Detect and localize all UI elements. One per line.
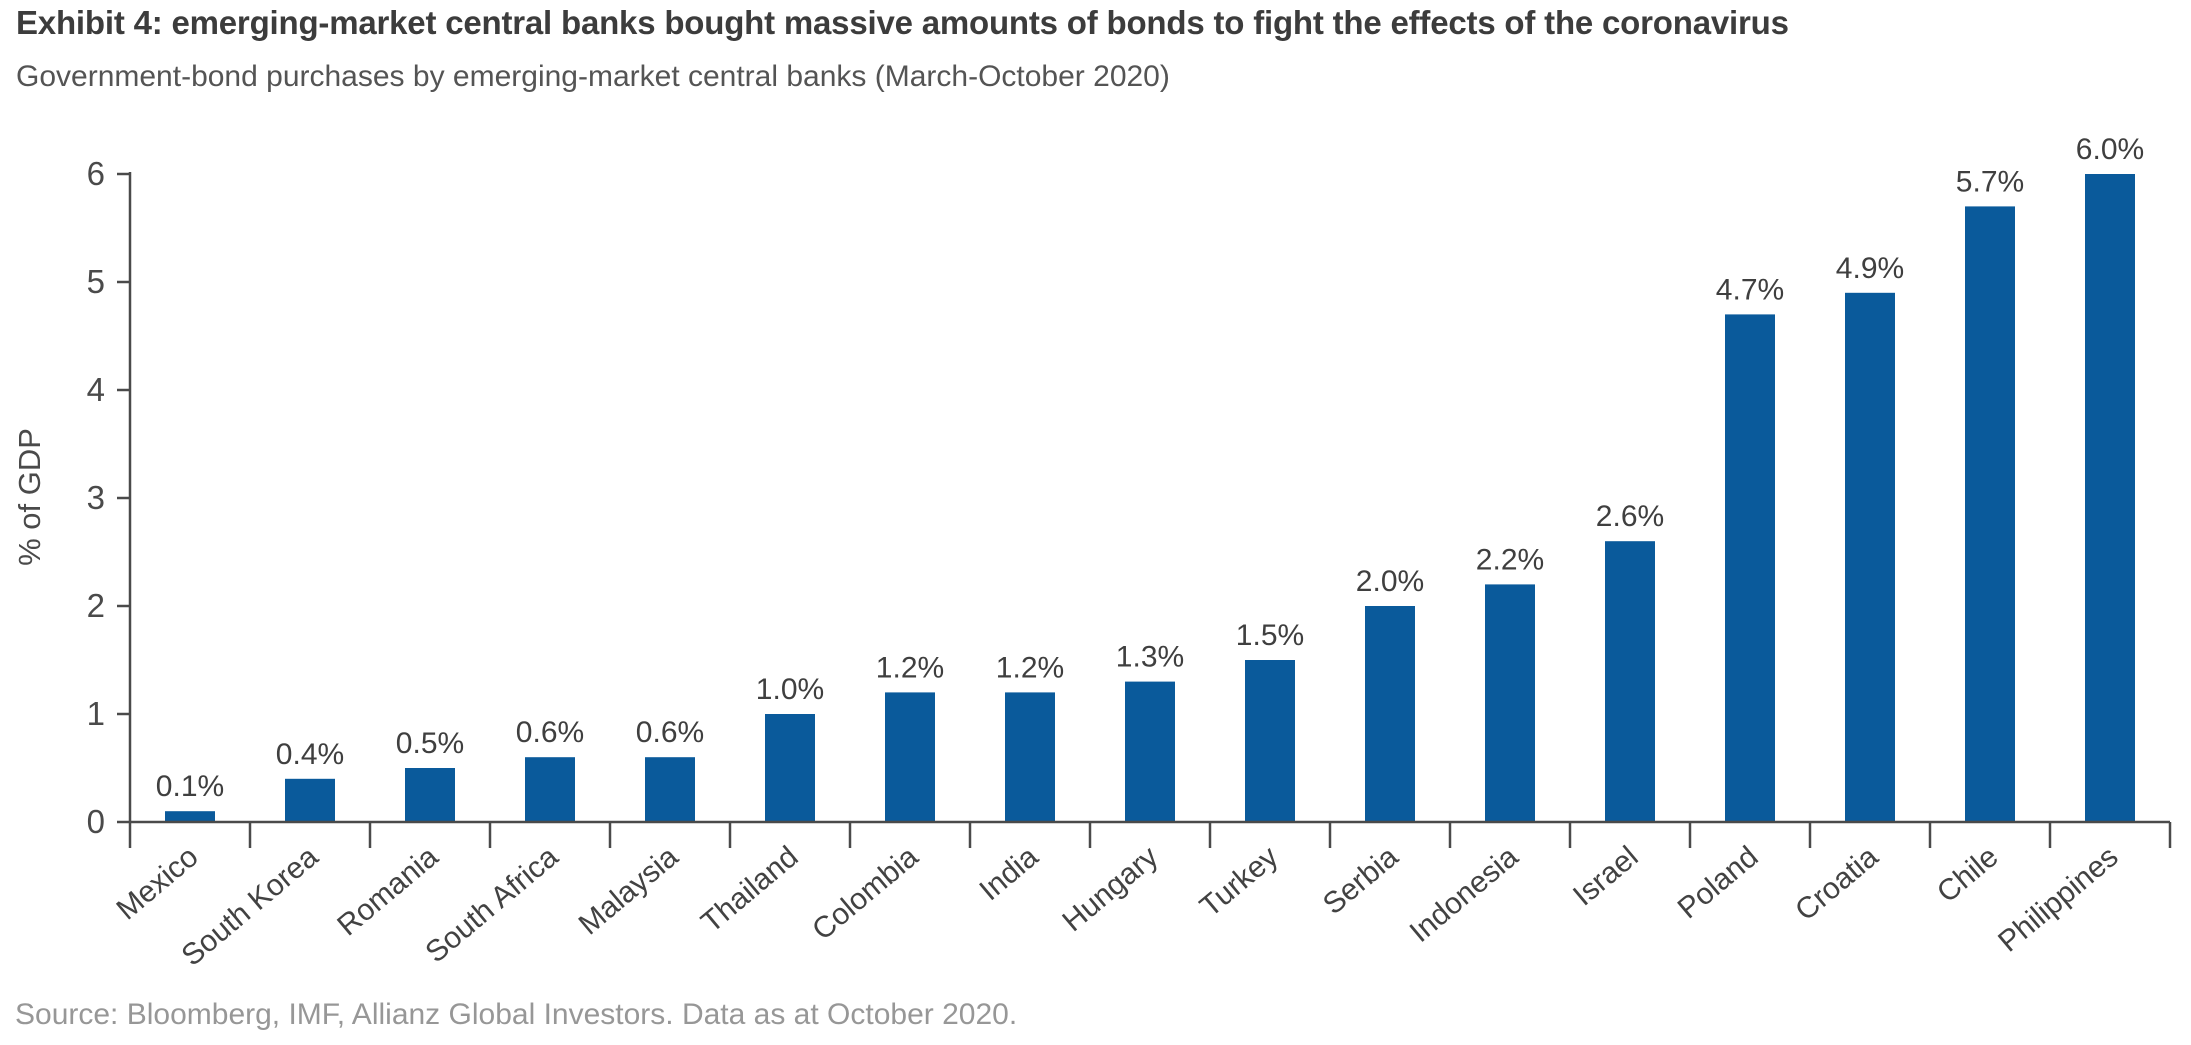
bar-poland — [1725, 314, 1775, 822]
bar-philippines — [2085, 174, 2135, 822]
bar-indonesia — [1485, 584, 1535, 822]
bar-mexico — [165, 811, 215, 822]
bar-turkey — [1245, 660, 1295, 822]
y-axis-title: % of GDP — [12, 428, 47, 566]
value-label-india: 1.2% — [996, 651, 1064, 684]
y-tick-labels-group: 0 1 2 3 4 5 6 — [87, 155, 105, 840]
value-label-chile: 5.7% — [1956, 165, 2024, 198]
value-label-poland: 4.7% — [1716, 273, 1784, 306]
bar-south-africa — [525, 757, 575, 822]
x-tick-label-hungary: Hungary — [1056, 840, 1164, 938]
value-label-thailand: 1.0% — [756, 673, 824, 706]
bar-croatia — [1845, 292, 1895, 822]
value-label-hungary: 1.3% — [1116, 641, 1184, 674]
y-tick-label-3: 3 — [87, 479, 105, 516]
x-tick-label-poland: Poland — [1672, 840, 1765, 925]
axes-group — [117, 172, 2172, 848]
x-tick-label-thailand: Thailand — [695, 840, 804, 939]
y-tick-label-4: 4 — [87, 371, 105, 408]
value-label-south-korea: 0.4% — [276, 738, 344, 771]
value-label-mexico: 0.1% — [156, 770, 224, 803]
value-label-croatia: 4.9% — [1836, 252, 1904, 285]
value-label-turkey: 1.5% — [1236, 619, 1304, 652]
x-tick-label-romania: Romania — [331, 840, 444, 943]
x-tick-label-turkey: Turkey — [1194, 840, 1285, 924]
bar-thailand — [765, 714, 815, 822]
y-tick-label-1: 1 — [87, 695, 105, 732]
chart-title: Exhibit 4: emerging-market central banks… — [16, 4, 1789, 41]
value-label-malaysia: 0.6% — [636, 716, 704, 749]
chart-subtitle: Government-bond purchases by emerging-ma… — [16, 60, 1170, 93]
x-tick-label-philippines: Philippines — [1992, 840, 2124, 959]
y-tick-label-6: 6 — [87, 155, 105, 192]
source-note: Source: Bloomberg, IMF, Allianz Global I… — [15, 998, 1018, 1031]
value-label-israel: 2.6% — [1596, 500, 1664, 533]
bars-group — [165, 174, 2135, 822]
value-label-philippines: 6.0% — [2076, 133, 2144, 166]
bar-hungary — [1125, 681, 1175, 822]
bar-chile — [1965, 206, 2015, 822]
bar-romania — [405, 768, 455, 822]
x-tick-label-colombia: Colombia — [806, 840, 925, 947]
value-labels-group: 0.1% 0.4% 0.5% 0.6% 0.6% 1.0% 1.2% 1.2% 1.3% 1.5%… — [156, 133, 2144, 803]
x-tick-label-malaysia: Malaysia — [573, 840, 685, 942]
bar-colombia — [885, 692, 935, 822]
x-tick-label-chile: Chile — [1931, 840, 2005, 909]
bar-israel — [1605, 541, 1655, 822]
value-label-serbia: 2.0% — [1356, 565, 1424, 598]
y-tick-label-0: 0 — [87, 803, 105, 840]
x-tick-label-israel: Israel — [1567, 840, 1644, 912]
y-tick-label-5: 5 — [87, 263, 105, 300]
bar-south-korea — [285, 778, 335, 822]
value-label-romania: 0.5% — [396, 727, 464, 760]
x-tick-label-serbia: Serbia — [1317, 840, 1405, 921]
x-tick-label-south-africa: South Africa — [419, 840, 564, 969]
x-tick-label-india: India — [973, 840, 1044, 907]
value-label-indonesia: 2.2% — [1476, 543, 1544, 576]
bar-india — [1005, 692, 1055, 822]
x-tick-label-mexico: Mexico — [110, 840, 204, 926]
x-tick-label-indonesia: Indonesia — [1404, 840, 1525, 949]
bar-malaysia — [645, 757, 695, 822]
bar-serbia — [1365, 606, 1415, 822]
value-label-south-africa: 0.6% — [516, 716, 584, 749]
value-label-colombia: 1.2% — [876, 651, 944, 684]
x-tick-label-croatia: Croatia — [1789, 840, 1885, 928]
y-tick-label-2: 2 — [87, 587, 105, 624]
